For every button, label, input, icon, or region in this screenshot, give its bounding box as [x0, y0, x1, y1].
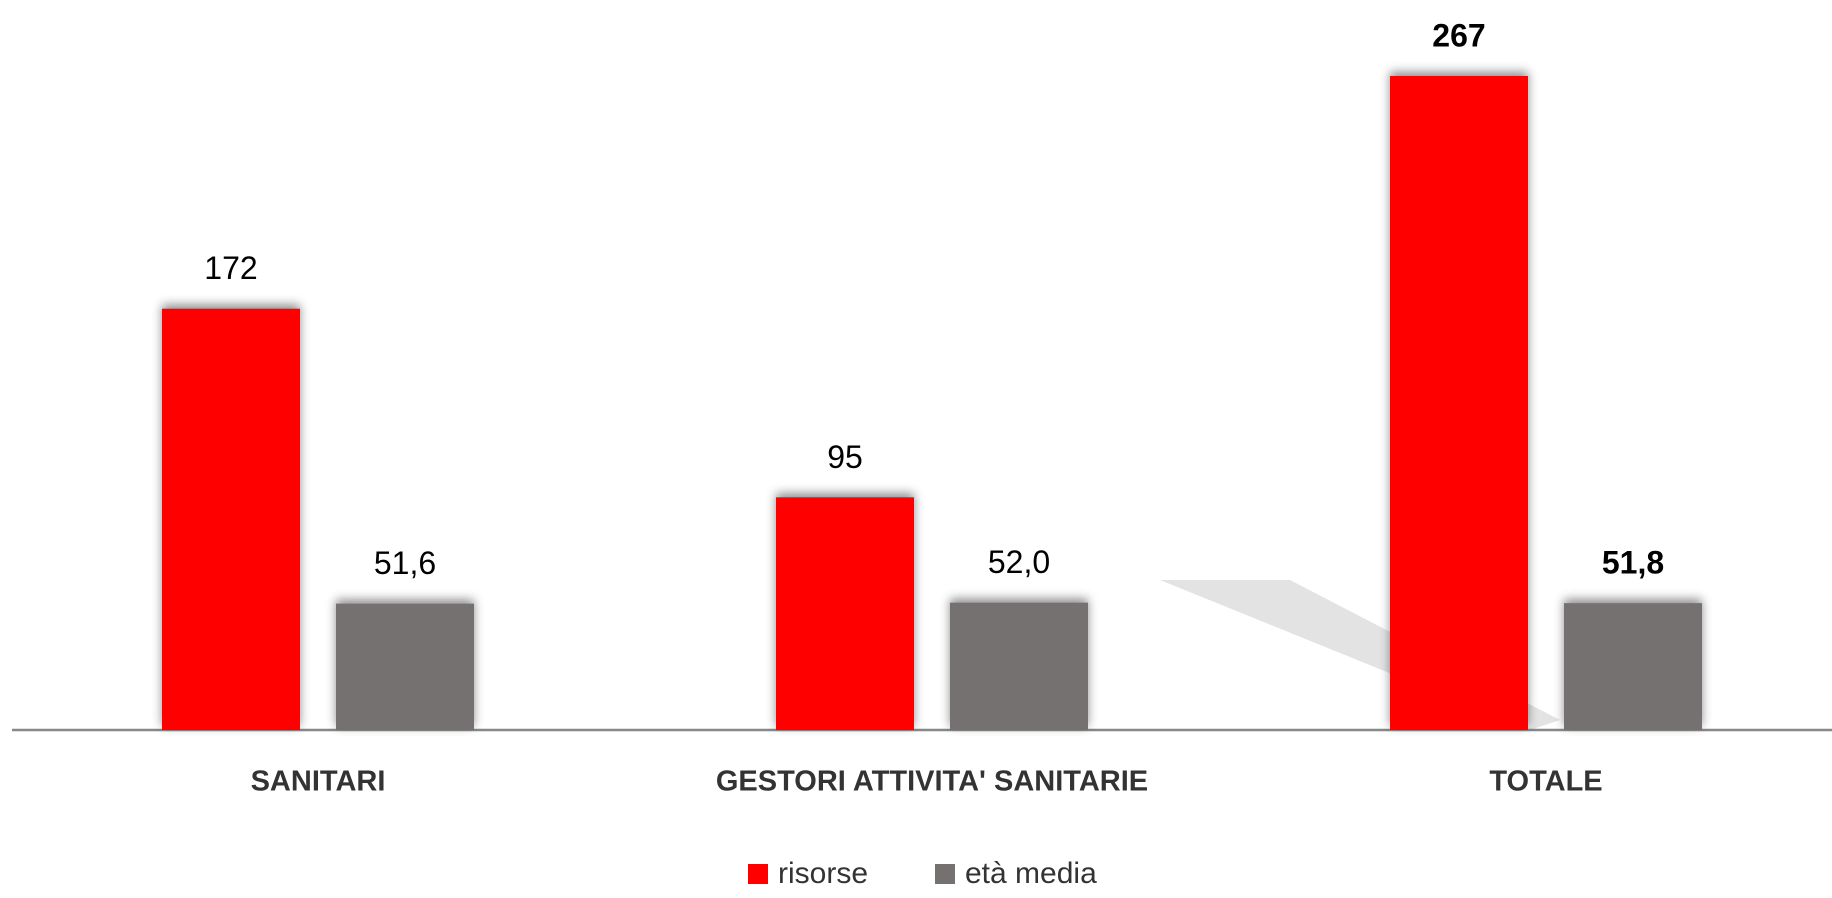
bar: [336, 603, 474, 730]
bar: [776, 497, 914, 730]
data-label: 52,0: [988, 544, 1050, 580]
legend-swatch: [935, 864, 955, 884]
legend-label: età media: [965, 857, 1097, 890]
bar: [1564, 603, 1702, 730]
data-label: 267: [1432, 17, 1485, 53]
x-tick-label: TOTALE: [1489, 766, 1602, 798]
bar: [1390, 76, 1528, 730]
x-tick-label: GESTORI ATTIVITA' SANITARIE: [716, 766, 1148, 798]
x-tick-label: SANITARI: [251, 766, 386, 798]
data-label: 51,8: [1602, 545, 1664, 581]
data-label: 95: [827, 439, 863, 475]
bar: [162, 308, 300, 730]
data-label: 172: [204, 250, 257, 286]
bar: [950, 602, 1088, 730]
legend-swatch: [748, 864, 768, 884]
legend-label: risorse: [778, 857, 868, 890]
data-label: 51,6: [374, 545, 436, 581]
